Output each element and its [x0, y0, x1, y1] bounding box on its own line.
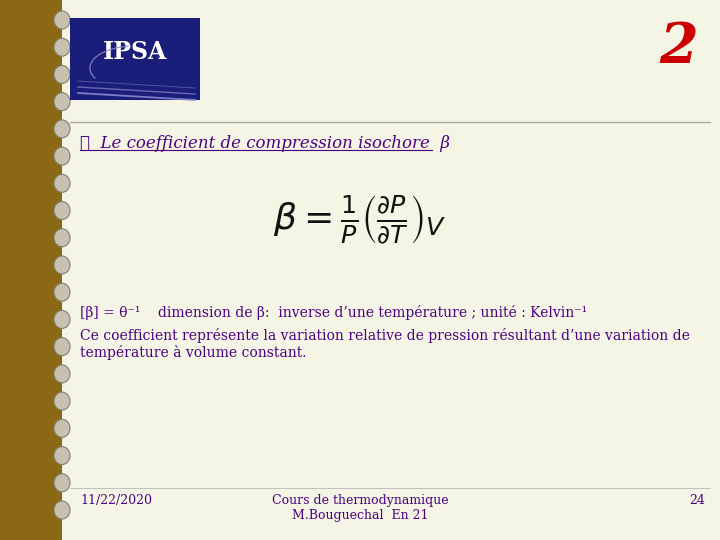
- Text: $\beta = \frac{1}{P}\left(\frac{\partial P}{\partial T}\right)_V$: $\beta = \frac{1}{P}\left(\frac{\partial…: [274, 194, 446, 246]
- Ellipse shape: [54, 147, 70, 165]
- Ellipse shape: [54, 93, 70, 111]
- Ellipse shape: [54, 174, 70, 192]
- Text: [β] = θ⁻¹    dimension de β:  inverse d’une température ; unité : Kelvin⁻¹: [β] = θ⁻¹ dimension de β: inverse d’une …: [80, 305, 587, 320]
- Ellipse shape: [54, 283, 70, 301]
- Ellipse shape: [54, 392, 70, 410]
- Ellipse shape: [54, 474, 70, 492]
- Ellipse shape: [54, 38, 70, 56]
- Ellipse shape: [54, 365, 70, 383]
- Ellipse shape: [54, 229, 70, 247]
- Ellipse shape: [54, 201, 70, 220]
- Text: 24: 24: [689, 494, 705, 507]
- Text: 2: 2: [660, 20, 698, 75]
- Ellipse shape: [54, 447, 70, 464]
- Text: IPSA: IPSA: [103, 40, 167, 64]
- Ellipse shape: [54, 256, 70, 274]
- Ellipse shape: [54, 420, 70, 437]
- FancyBboxPatch shape: [70, 18, 200, 100]
- Ellipse shape: [54, 120, 70, 138]
- Text: Ce coefficient représente la variation relative de pression résultant d’une vari: Ce coefficient représente la variation r…: [80, 328, 690, 343]
- Ellipse shape: [54, 65, 70, 84]
- Ellipse shape: [54, 310, 70, 328]
- Text: température à volume constant.: température à volume constant.: [80, 345, 307, 360]
- Ellipse shape: [54, 338, 70, 356]
- FancyBboxPatch shape: [62, 0, 720, 540]
- Text: Cours de thermodynamique
M.Bouguechal  En 21: Cours de thermodynamique M.Bouguechal En…: [271, 494, 449, 522]
- Ellipse shape: [54, 501, 70, 519]
- Text: ✓  Le coefficient de compression isochore  β: ✓ Le coefficient de compression isochore…: [80, 135, 450, 152]
- Text: 11/22/2020: 11/22/2020: [80, 494, 152, 507]
- Ellipse shape: [54, 11, 70, 29]
